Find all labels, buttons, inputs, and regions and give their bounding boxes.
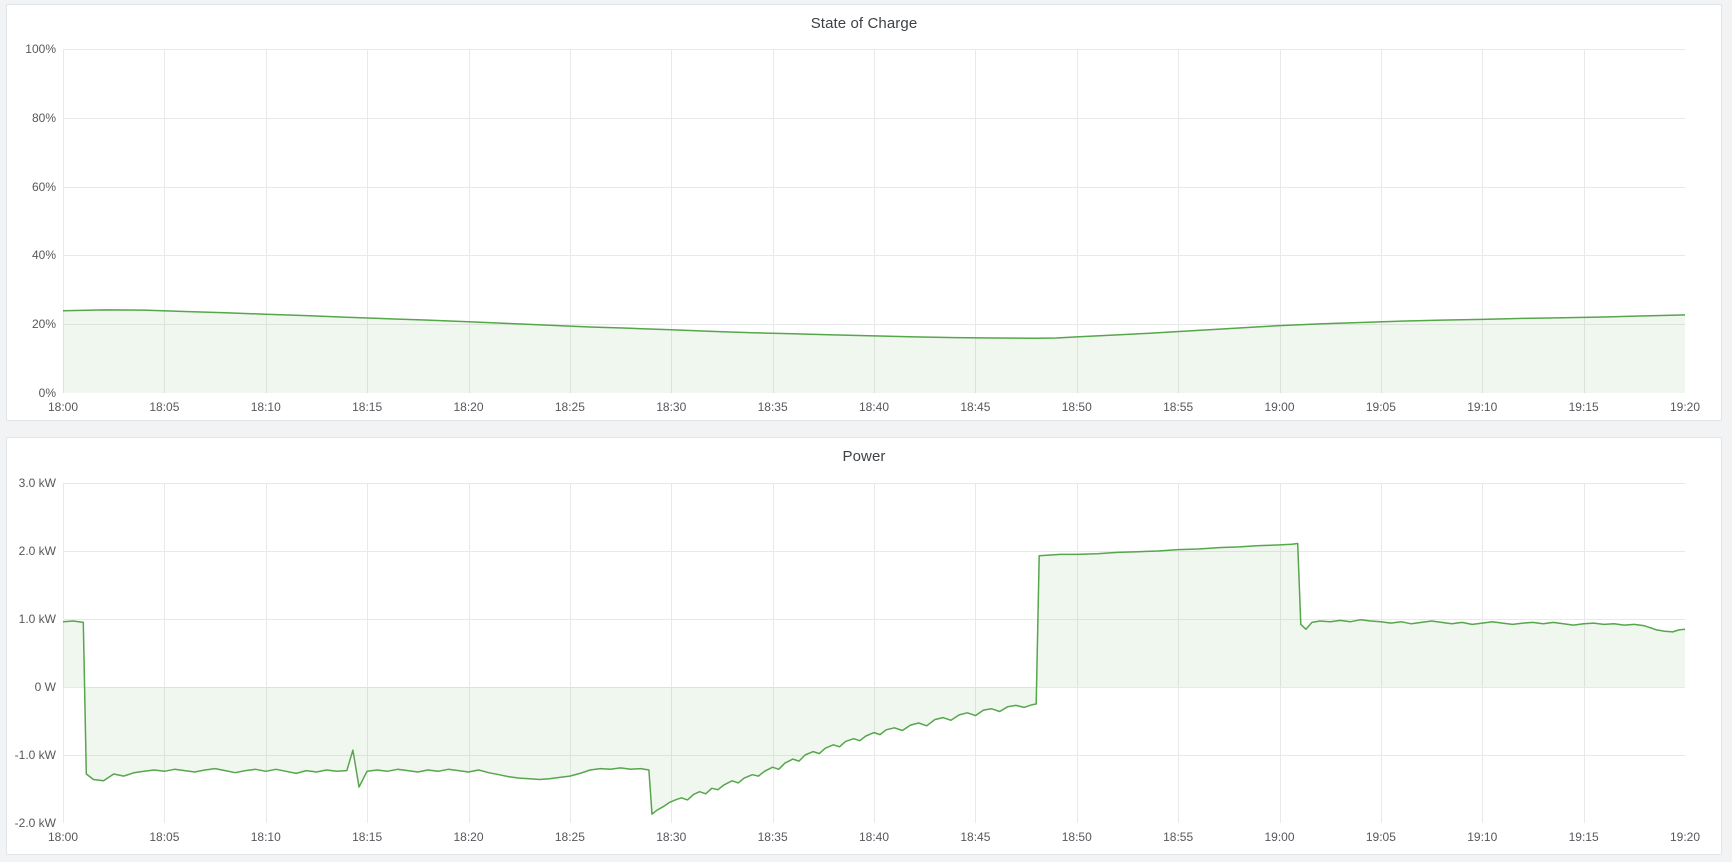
power-y-tick-label: 0 W <box>34 680 56 694</box>
soc-series-area <box>63 309 1685 393</box>
power-y-tick-label: 2.0 kW <box>18 544 56 558</box>
soc-x-tick-label: 18:35 <box>757 400 788 414</box>
power-y-tick-label: 1.0 kW <box>18 612 56 626</box>
soc-x-tick-label: 18:00 <box>47 400 79 414</box>
power-x-tick-label: 18:25 <box>554 830 585 844</box>
power-plot-area[interactable] <box>63 483 1685 823</box>
soc-x-tick-label: 18:40 <box>858 400 890 414</box>
power-x-tick-label: 19:10 <box>1467 830 1498 844</box>
soc-chart-svg <box>63 49 1685 393</box>
power-x-tick-label: 19:20 <box>1669 830 1701 844</box>
power-series-line <box>63 542 1685 815</box>
soc-x-tick-label: 18:10 <box>250 400 281 414</box>
power-x-tick-label: 18:20 <box>453 830 484 844</box>
soc-y-tick-label: 100% <box>25 42 56 56</box>
soc-x-tick-label: 19:20 <box>1669 400 1701 414</box>
power-x-tick-label: 18:30 <box>656 830 687 844</box>
soc-x-tick-label: 19:15 <box>1568 400 1599 414</box>
power-x-tick-label: 18:55 <box>1163 830 1194 844</box>
soc-y-tick-label: 40% <box>31 248 56 263</box>
soc-y-tick-label: 60% <box>31 179 56 194</box>
soc-x-axis: 18:00 18:05 18:10 18:15 18:20 18:25 18:30 18:35… <box>48 400 1700 416</box>
gridlines <box>63 483 1685 823</box>
power-chart-svg <box>63 483 1685 823</box>
panel-title-state-of-charge[interactable]: State of Charge <box>810 15 918 32</box>
soc-x-tick-label: 18:50 <box>1061 400 1092 414</box>
soc-x-tick-label: 18:25 <box>554 400 585 414</box>
soc-plot-area[interactable] <box>63 49 1685 393</box>
panel-title-power[interactable]: Power <box>842 448 886 465</box>
soc-x-tick-label: 19:00 <box>1264 400 1295 414</box>
soc-x-tick-label: 18:45 <box>960 400 991 414</box>
power-y-tick-label: -1.0 kW <box>14 748 56 762</box>
power-y-tick-label: 3.0 kW <box>18 476 56 490</box>
power-x-tick-label: 19:00 <box>1264 830 1295 844</box>
power-x-axis: 18:00 18:05 18:10 18:15 18:20 18:25 18:30 18:35… <box>48 830 1700 846</box>
soc-series-line <box>63 309 1685 340</box>
soc-x-tick-label: 19:05 <box>1365 400 1396 414</box>
soc-y-tick-label: 80% <box>31 110 56 125</box>
soc-x-tick-label: 19:10 <box>1467 400 1498 414</box>
soc-x-tick-label: 18:20 <box>453 400 484 414</box>
power-x-tick-label: 18:40 <box>858 830 890 844</box>
power-x-tick-label: 18:00 <box>47 830 79 844</box>
power-x-tick-label: 18:15 <box>352 830 383 844</box>
power-x-tick-label: 18:50 <box>1061 830 1092 844</box>
soc-x-tick-label: 18:55 <box>1163 400 1194 414</box>
soc-x-tick-label: 18:30 <box>656 400 687 414</box>
panel-power: Power 18:00 18:05 18:10 18:15 18:20 18:25 18:3… <box>6 437 1722 855</box>
soc-x-tick-label: 18:05 <box>149 400 180 414</box>
panel-state-of-charge: State of Charge 18:00 18:05 18:10 18:15 18:2… <box>6 4 1722 421</box>
power-y-tick-label: -2.0 kW <box>14 816 56 830</box>
power-x-tick-label: 19:05 <box>1365 830 1396 844</box>
gridlines <box>63 49 1685 393</box>
power-x-tick-label: 18:05 <box>149 830 180 844</box>
power-x-tick-label: 18:45 <box>960 830 991 844</box>
soc-x-tick-label: 18:15 <box>352 400 383 414</box>
power-series-area <box>63 543 1685 815</box>
soc-y-tick-label: 0% <box>38 386 56 400</box>
power-x-tick-label: 18:35 <box>757 830 788 844</box>
soc-y-tick-label: 20% <box>31 317 56 332</box>
power-x-tick-label: 18:10 <box>250 830 281 844</box>
power-x-tick-label: 19:15 <box>1568 830 1599 844</box>
